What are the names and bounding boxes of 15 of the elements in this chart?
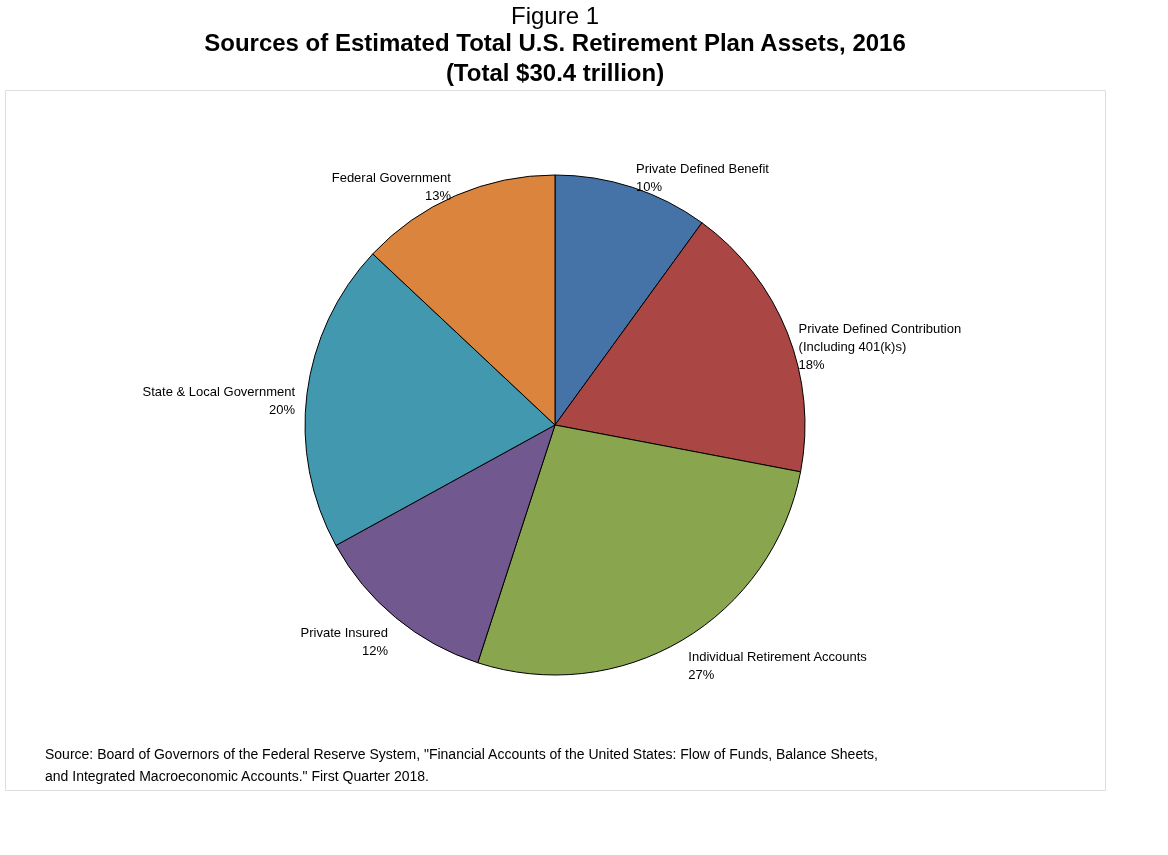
source-note: Source: Board of Governors of the Federal Reserve System, "Financial Accounts of the United States: Flow of Funds, Balance Sheets, and Integrated Macroeconomic Accounts." First Quarter 2018. [45, 746, 878, 784]
slice-label: Federal Government [331, 169, 452, 185]
data-label: 20% [269, 402, 296, 418]
slice-label: State & Local Government [142, 384, 296, 400]
data-label: 12% [361, 642, 389, 658]
slice-label: Private Defined Contribution (Including 401(k)s) [798, 320, 962, 354]
slice-label: Private Insured [300, 624, 388, 640]
data-label: 13% [424, 187, 452, 203]
chart-subtitle: Sources of Estimated Total U.S. Retirement Plan Assets, 2016 (Total $30.4 trillion) [204, 29, 906, 86]
data-label: 10% [635, 178, 663, 194]
chart-title: Figure 1 [510, 2, 600, 29]
slice-label: Individual Retirement Accounts [688, 648, 868, 664]
slice-label: Private Defined Benefit [635, 160, 770, 176]
data-label: 18% [798, 356, 826, 372]
data-label: 27% [688, 666, 715, 682]
